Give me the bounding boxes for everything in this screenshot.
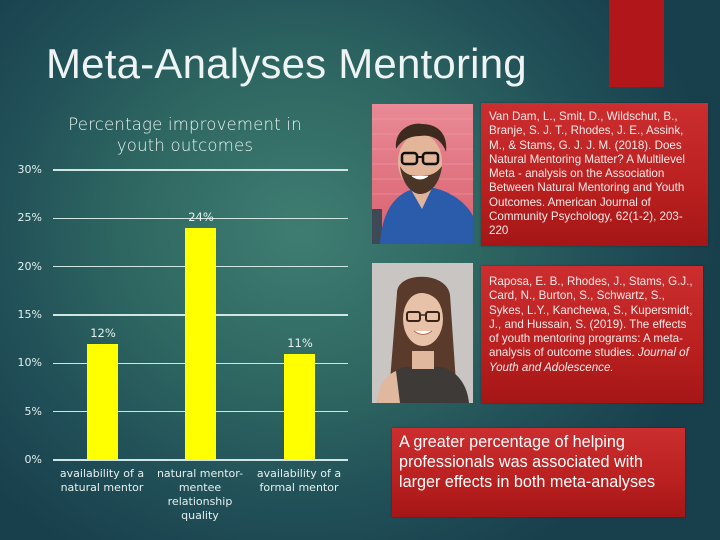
- chart-title-line: youth outcomes: [116, 136, 254, 155]
- chart-title: Percentage improvement in youth outcomes: [40, 114, 330, 156]
- bar-value-label: 11%: [287, 335, 313, 350]
- x-category-label: availability of a formal mentor: [256, 467, 342, 494]
- gridline: [53, 169, 348, 171]
- accent-bar: [609, 0, 664, 87]
- y-tick-label: 10%: [17, 356, 42, 370]
- x-category-label: natural mentor-mentee relationship quality: [156, 467, 244, 522]
- bar-chart: Percentage improvement in youth outcomes…: [0, 100, 360, 540]
- gridline: [53, 459, 348, 461]
- citation-raposa: Raposa, E. B., Rhodes, J., Stams, G.J., …: [481, 266, 703, 403]
- slide-title: Meta-Analyses Mentoring: [46, 40, 527, 87]
- y-tick-label: 5%: [24, 404, 42, 418]
- bar-value-label: 12%: [90, 326, 116, 340]
- bar: [284, 353, 315, 460]
- gridline: [53, 217, 348, 220]
- citation-journal: Journal of Youth and Adolescence.: [489, 346, 689, 374]
- bar: [87, 344, 118, 460]
- bar-value-label: 24%: [188, 210, 214, 224]
- y-tick-label: 25%: [17, 211, 42, 225]
- x-category-label: availability of a natural mentor: [59, 467, 145, 494]
- photo-woman-glasses: [372, 263, 473, 403]
- bar: [185, 228, 216, 460]
- citation-van-dam: Van Dam, L., Smit, D., Wildschut, B., Br…: [481, 103, 708, 246]
- y-tick-label: 30%: [17, 163, 42, 176]
- conclusion-text: A greater percentage of helping professi…: [399, 433, 656, 492]
- citation-text: Van Dam, L., Smit, D., Wildschut, B., Br…: [489, 110, 685, 238]
- y-tick-label: 15%: [17, 308, 42, 321]
- chart-title-line: Percentage improvement in: [68, 115, 302, 134]
- y-tick-label: 20%: [17, 259, 42, 273]
- photo-man-glasses: [372, 104, 473, 244]
- y-tick-label: 0%: [24, 453, 42, 466]
- citation-text: Raposa, E. B., Rhodes, J., Stams, G.J., …: [489, 275, 693, 360]
- conclusion-box: A greater percentage of helping professi…: [392, 428, 685, 517]
